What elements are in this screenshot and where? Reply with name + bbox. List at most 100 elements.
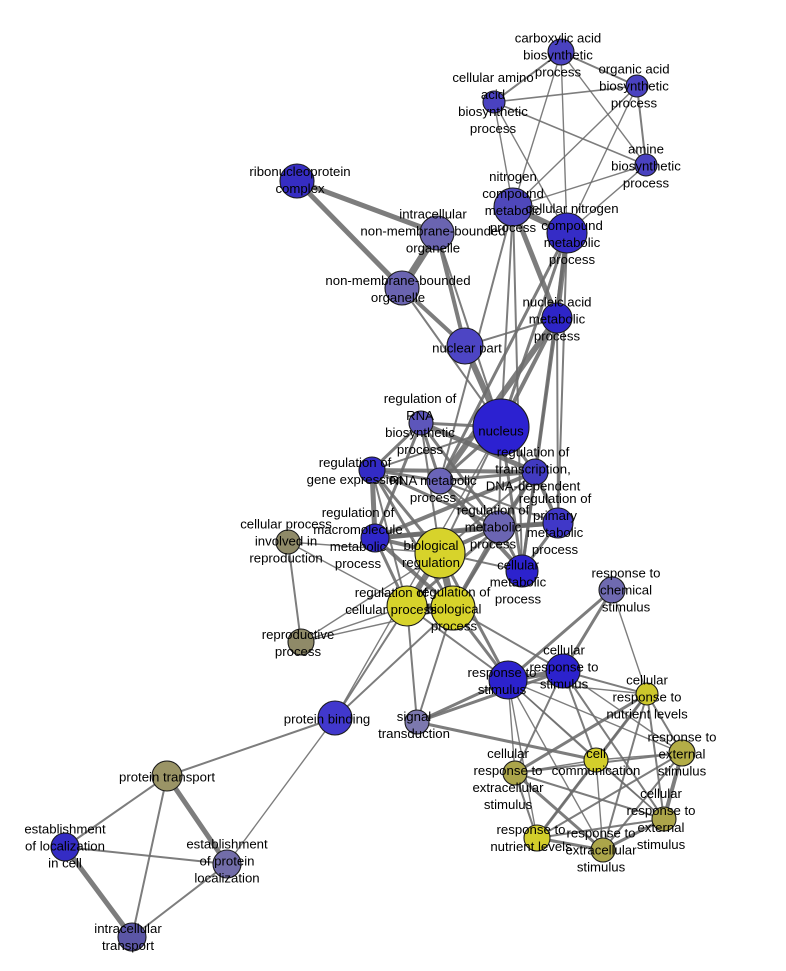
node-cellRespExtra[interactable] [502, 760, 528, 786]
edge [512, 51, 562, 208]
node-signalTrans[interactable] [404, 709, 430, 735]
node-regCellProc[interactable] [386, 585, 428, 627]
edge [294, 178, 440, 236]
edge [595, 759, 665, 820]
node-label: nutrient levels [606, 707, 688, 722]
node-label: organelle [406, 241, 460, 256]
node-label: organelle [371, 290, 425, 305]
node-label: biosynthetic [611, 159, 681, 174]
node-estProtLoc[interactable] [212, 849, 242, 879]
edge [493, 85, 638, 103]
edge [536, 818, 665, 839]
node-cellAmino[interactable] [482, 90, 506, 114]
node-reproProc[interactable] [287, 628, 315, 656]
edge [370, 468, 501, 529]
node-label: regulation of [497, 445, 570, 460]
node-label: stimulus [478, 682, 527, 697]
node-label: process [431, 619, 478, 634]
node-regPrimary[interactable] [542, 507, 574, 539]
node-label: process [335, 556, 382, 571]
node-label: biosynthetic [523, 48, 593, 63]
node-label: metabolic [330, 539, 387, 554]
node-label: complex [275, 181, 325, 196]
node-intraTrans[interactable] [117, 922, 147, 952]
edge [419, 421, 501, 529]
edge [373, 470, 537, 540]
node-label: establishment [186, 837, 268, 852]
node-cellRespStim[interactable] [545, 653, 581, 689]
node-label: process [535, 65, 582, 80]
node-nucleus[interactable] [472, 398, 530, 456]
node-label: intracellular [399, 207, 467, 222]
node-regRNAbio[interactable] [408, 410, 434, 436]
edge [556, 317, 559, 524]
edge [512, 164, 647, 208]
node-label: cellular nitrogen [525, 201, 618, 216]
node-label: regulation of [384, 391, 457, 406]
edge [512, 85, 638, 208]
node-ribo[interactable] [279, 163, 315, 199]
edge [334, 605, 408, 719]
labels-layer: carboxylic acid biosynthetic process organi… [24, 31, 716, 954]
node-regMet[interactable] [482, 510, 516, 544]
node-amine[interactable] [634, 153, 658, 177]
node-regBioProc[interactable] [430, 585, 476, 631]
node-label: cellular [497, 558, 539, 573]
node-rnaMet[interactable] [426, 467, 454, 495]
node-respChemical[interactable] [598, 576, 626, 604]
node-nitrogen[interactable] [493, 187, 533, 227]
edge [510, 204, 560, 321]
node-label: biological [427, 602, 482, 617]
edge [493, 101, 647, 166]
node-label: process [410, 490, 457, 505]
node-regTranscr[interactable] [521, 458, 549, 486]
edge [64, 846, 228, 865]
edge [499, 231, 569, 429]
edge [294, 178, 405, 291]
edge [636, 85, 647, 166]
node-nmbOrganelle[interactable] [384, 270, 420, 306]
node-respExternal[interactable] [668, 739, 696, 767]
node-label: cellular process [345, 602, 437, 617]
node-organicAcid[interactable] [625, 74, 649, 98]
node-label: organic acid [598, 62, 669, 77]
node-label: DNA-dependent [486, 479, 581, 494]
node-label: metabolic [527, 525, 584, 540]
node-cellRespExt[interactable] [651, 806, 677, 832]
node-cellRespNutr[interactable] [635, 682, 659, 706]
node-regMacro[interactable] [360, 523, 390, 553]
node-cellNitrogen[interactable] [546, 212, 588, 254]
node-label: RNA [406, 408, 434, 423]
node-label: biosynthetic [458, 104, 528, 119]
node-cellularMet[interactable] [505, 554, 539, 588]
node-label: nutrient levels [490, 839, 572, 854]
node-label: process [534, 329, 581, 344]
node-respExtracell[interactable] [590, 837, 616, 863]
edge [514, 670, 564, 774]
node-cellComm[interactable] [583, 747, 609, 773]
node-intraNMB[interactable] [419, 215, 455, 251]
node-bioReg[interactable] [414, 527, 466, 579]
node-label: cellular [487, 746, 529, 761]
node-label: cellular process [240, 517, 332, 532]
node-respStim[interactable] [488, 660, 528, 700]
edge [406, 605, 509, 681]
node-proteinBind[interactable] [317, 700, 353, 736]
node-respNutrient[interactable] [523, 824, 551, 852]
node-nucleicAcid[interactable] [541, 302, 573, 334]
node-regGene[interactable] [358, 456, 386, 484]
node-label: regulation of [319, 455, 392, 470]
node-cellProcRepro[interactable] [275, 529, 301, 555]
node-label: regulation of [322, 505, 395, 520]
node-proteinTrans[interactable] [151, 760, 183, 792]
node-carboxylic[interactable] [547, 38, 575, 66]
node-label: protein transport [119, 770, 215, 785]
edge [560, 51, 638, 87]
edge [438, 470, 537, 483]
node-nuclearPart[interactable] [446, 327, 484, 365]
node-label: regulation of [355, 585, 428, 600]
node-label: extracellular [472, 780, 544, 795]
node-estLocCell[interactable] [50, 832, 80, 862]
